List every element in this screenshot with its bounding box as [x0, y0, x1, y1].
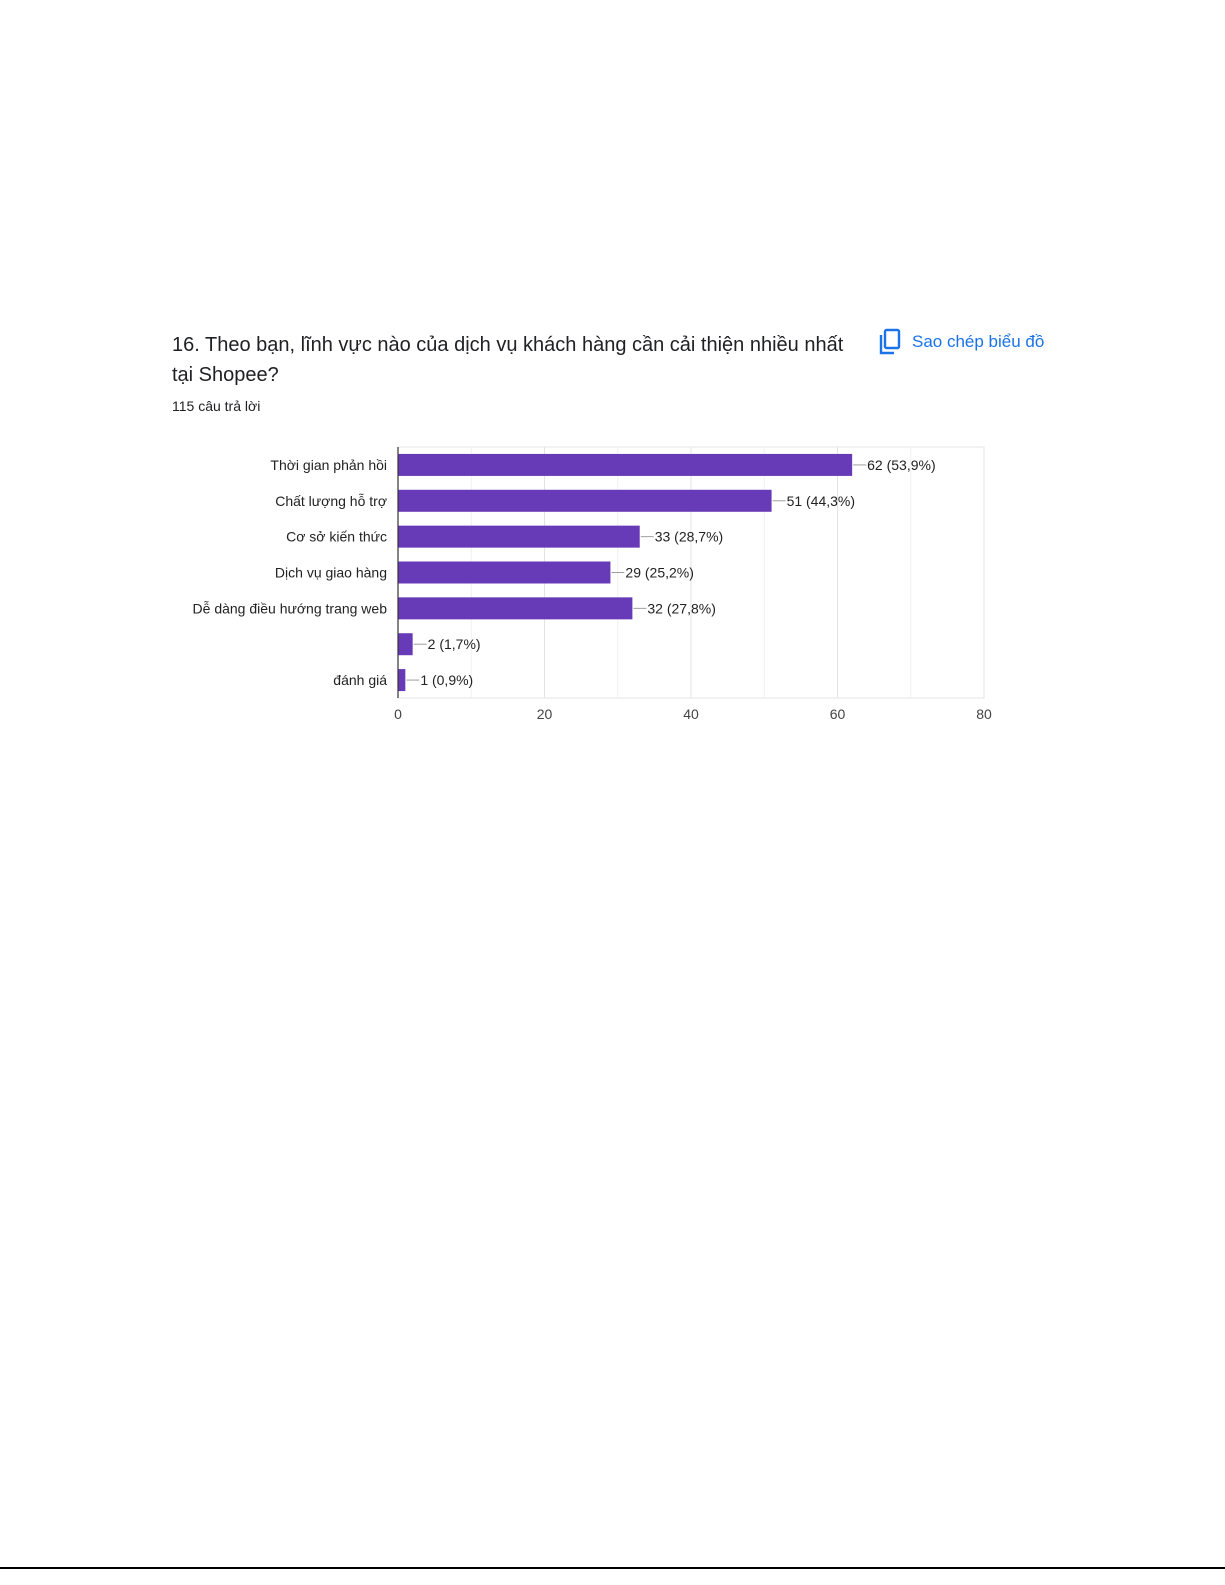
- data-label: 33 (28,7%): [655, 529, 723, 545]
- x-tick-label: 60: [830, 706, 846, 722]
- bar: [398, 525, 640, 548]
- copy-icon: [878, 328, 902, 356]
- bar: [398, 633, 413, 656]
- data-label: 2 (1,7%): [428, 636, 481, 652]
- category-label: Thời gian phản hồi: [270, 457, 387, 473]
- x-tick-label: 40: [683, 706, 699, 722]
- response-count: 115 câu trả lời: [172, 398, 261, 414]
- data-label: 1 (0,9%): [420, 672, 473, 688]
- category-label: Dịch vụ giao hàng: [275, 565, 387, 581]
- category-label: Dễ dàng điều hướng trang web: [193, 600, 388, 616]
- category-label: đánh giá: [333, 672, 387, 688]
- category-label: Cơ sở kiến thức: [286, 529, 387, 545]
- data-label: 29 (25,2%): [625, 565, 693, 581]
- data-label: 62 (53,9%): [867, 457, 935, 473]
- data-label: 51 (44,3%): [787, 493, 855, 509]
- bar: [398, 561, 611, 584]
- bar-chart: Thời gian phản hồi 62 (53,9%) Chất lượng h…: [0, 0, 1225, 765]
- x-tick-label: 20: [537, 706, 553, 722]
- bar: [398, 597, 633, 620]
- copy-chart-button[interactable]: Sao chép biểu đồ: [878, 328, 1044, 356]
- x-tick-label: 80: [976, 706, 992, 722]
- bar-chart-svg: Thời gian phản hồi 62 (53,9%) Chất lượng h…: [193, 446, 992, 722]
- page-bottom-rule: [0, 1567, 1225, 1569]
- copy-chart-label: Sao chép biểu đồ: [912, 332, 1045, 351]
- data-label: 32 (27,8%): [647, 600, 715, 616]
- x-tick-label: 0: [394, 706, 402, 722]
- question-title: 16. Theo bạn, lĩnh vực nào của dịch vụ k…: [172, 334, 844, 386]
- category-label: Chất lượng hỗ trợ: [275, 493, 387, 509]
- bar: [398, 453, 853, 476]
- bar: [398, 489, 772, 512]
- bar: [398, 669, 406, 692]
